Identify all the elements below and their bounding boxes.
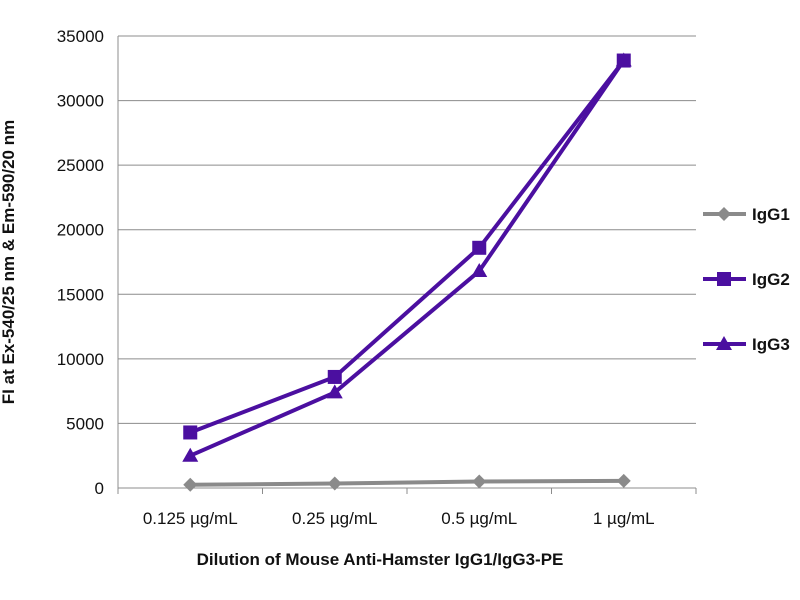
y-tick-label: 0 — [95, 479, 104, 498]
series-lines — [182, 52, 632, 492]
x-tick-labels: 0.125 µg/mL 0.25 µg/mL 0.5 µg/mL 1 µg/mL — [143, 509, 655, 528]
series-line-igg1 — [190, 478, 624, 487]
y-axis-title: FI at Ex-540/25 nm & Em-590/20 nm — [0, 120, 18, 404]
y-tick-label: 25000 — [57, 156, 104, 175]
data-point-igg3 — [471, 263, 488, 278]
data-point-igg1 — [472, 474, 487, 489]
legend-label-igg3: IgG3 — [752, 335, 790, 354]
legend-marker-igg3 — [716, 336, 732, 350]
y-tick-label: 10000 — [57, 350, 104, 369]
y-tick-label: 15000 — [57, 285, 104, 304]
x-tick-label: 0.125 µg/mL — [143, 509, 238, 528]
data-point-igg3 — [182, 447, 199, 462]
axes — [117, 36, 697, 494]
x-tick-label: 0.25 µg/mL — [292, 509, 377, 528]
gridlines — [118, 35, 696, 424]
x-axis-title: Dilution of Mouse Anti-Hamster IgG1/IgG3… — [197, 550, 564, 569]
data-point-igg1 — [183, 477, 198, 492]
y-tick-labels: 0 5000 10000 15000 20000 25000 30000 35000 — [57, 27, 104, 498]
legend-label-igg1: IgG1 — [752, 205, 790, 224]
data-point-igg2 — [183, 425, 198, 440]
legend-marker-igg2 — [717, 272, 731, 286]
legend: IgG1 IgG2 IgG3 — [703, 205, 790, 354]
data-point-igg3 — [615, 52, 632, 67]
data-point-igg2 — [472, 240, 487, 255]
legend-label-igg2: IgG2 — [752, 270, 790, 289]
data-point-igg3 — [326, 384, 343, 399]
data-point-igg1 — [327, 476, 342, 491]
legend-marker-igg1 — [717, 207, 731, 221]
y-tick-label: 30000 — [57, 92, 104, 111]
data-point-igg1 — [616, 473, 631, 488]
series-line-igg3 — [189, 59, 626, 458]
y-tick-label: 5000 — [66, 414, 104, 433]
x-tick-label: 0.5 µg/mL — [441, 509, 517, 528]
x-tick-label: 1 µg/mL — [593, 509, 655, 528]
series-line-igg2 — [189, 59, 626, 435]
y-tick-label: 20000 — [57, 221, 104, 240]
y-tick-label: 35000 — [57, 27, 104, 46]
data-point-igg2 — [327, 369, 342, 384]
